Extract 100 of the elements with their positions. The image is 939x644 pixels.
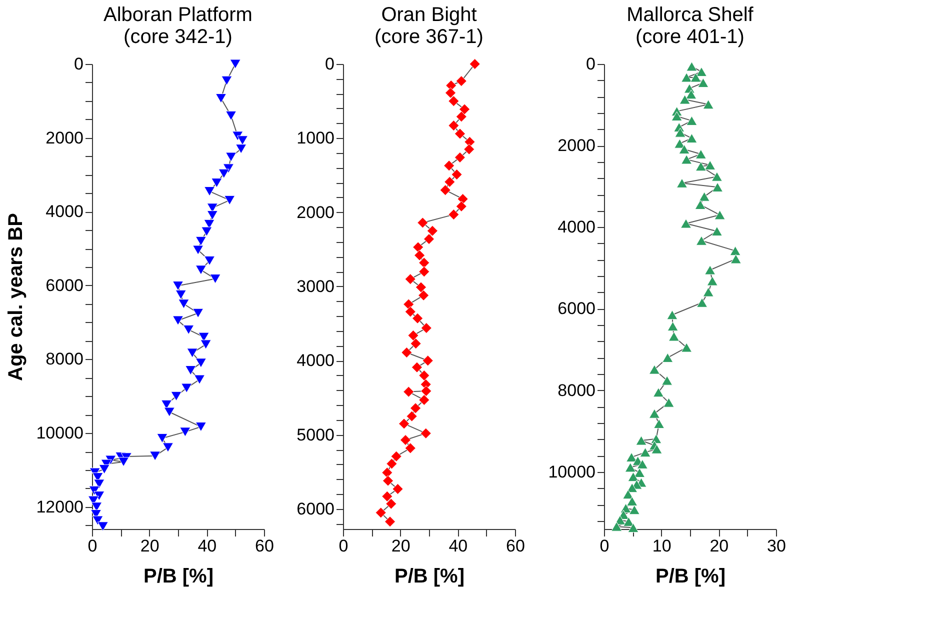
x-tick-label: 30 <box>767 536 786 556</box>
point <box>230 59 241 69</box>
point <box>195 265 206 275</box>
point <box>201 226 212 236</box>
y-tick-label: 12000 <box>36 497 84 516</box>
point <box>418 290 430 301</box>
x-tick-label: 40 <box>448 536 468 556</box>
point <box>398 418 410 430</box>
point <box>448 209 460 220</box>
point <box>186 348 198 358</box>
point <box>204 256 216 266</box>
y-tick-label: 0 <box>74 54 84 74</box>
y-tick-label: 0 <box>325 54 334 74</box>
point <box>211 178 222 188</box>
point <box>236 144 247 154</box>
point <box>226 110 237 120</box>
point <box>456 200 467 212</box>
y-tick-label: 6000 <box>558 299 596 318</box>
point <box>150 451 161 461</box>
point <box>375 507 386 518</box>
point <box>226 152 237 162</box>
x-tick-label: 0 <box>338 536 348 556</box>
point <box>382 490 393 502</box>
point <box>195 236 206 246</box>
point <box>448 96 460 107</box>
point <box>418 394 430 406</box>
point <box>412 312 424 324</box>
x-tick-label: 0 <box>600 536 610 556</box>
y-axis-title: Age cal. years BP <box>5 213 28 381</box>
point <box>162 442 174 452</box>
point <box>418 370 430 381</box>
point <box>417 217 428 228</box>
point <box>459 104 470 115</box>
x-tick-label: 10 <box>652 536 672 556</box>
point <box>401 347 412 358</box>
point <box>386 458 398 470</box>
x-tick-label: 20 <box>140 536 160 556</box>
y-tick-label: 10000 <box>548 462 596 482</box>
y-tick-label: 6000 <box>296 499 334 518</box>
point <box>404 274 416 285</box>
point <box>420 428 432 439</box>
point <box>457 193 468 204</box>
point <box>390 450 402 462</box>
chart-title: Mallorca Shelf (core 401-1) <box>626 4 754 48</box>
point <box>156 433 168 444</box>
point <box>200 340 212 350</box>
point <box>406 410 418 422</box>
point <box>420 386 432 397</box>
y-tick-label: 2000 <box>46 128 84 148</box>
point <box>194 374 205 384</box>
point <box>424 234 434 245</box>
x-tick-label: 40 <box>198 536 217 556</box>
point <box>448 120 460 132</box>
point <box>404 306 416 318</box>
point <box>445 87 456 98</box>
point <box>386 498 397 510</box>
point <box>456 111 467 122</box>
point <box>216 94 226 104</box>
y-tick-label: 4000 <box>296 351 334 370</box>
point <box>440 184 451 196</box>
point <box>400 434 411 446</box>
y-tick-label: 3000 <box>296 276 334 296</box>
point <box>118 457 130 467</box>
point <box>426 225 438 236</box>
point <box>456 76 467 87</box>
point <box>185 366 196 376</box>
point <box>172 281 184 291</box>
point <box>206 210 218 220</box>
y-tick-label: 10000 <box>36 424 84 443</box>
point <box>412 242 424 253</box>
point <box>94 479 105 489</box>
point <box>94 490 105 501</box>
x-tick-label: 60 <box>506 536 525 556</box>
x-tick-label: 20 <box>391 536 410 556</box>
point <box>210 274 221 284</box>
x-tick-label: 60 <box>255 536 274 556</box>
point <box>195 422 206 432</box>
point <box>469 58 480 70</box>
point <box>404 442 416 454</box>
point <box>392 483 404 494</box>
y-tick-label: 8000 <box>558 380 596 400</box>
y-tick-label: 0 <box>586 54 596 74</box>
point <box>418 266 430 278</box>
x-tick-label: 20 <box>710 536 729 556</box>
point <box>192 245 204 255</box>
point <box>382 467 393 478</box>
point <box>411 362 422 373</box>
point <box>164 407 175 417</box>
point <box>408 330 419 341</box>
point <box>420 322 432 334</box>
x-axis-title: P/B [%] <box>656 566 726 588</box>
point <box>403 298 414 310</box>
point <box>464 144 475 155</box>
chart-title: Alboran Platform (core 342-1) <box>104 4 252 48</box>
point <box>204 186 216 196</box>
point <box>382 475 394 486</box>
point <box>98 464 110 474</box>
y-tick-label: 5000 <box>296 425 334 444</box>
point <box>444 160 455 172</box>
y-tick-label: 4000 <box>558 218 596 237</box>
